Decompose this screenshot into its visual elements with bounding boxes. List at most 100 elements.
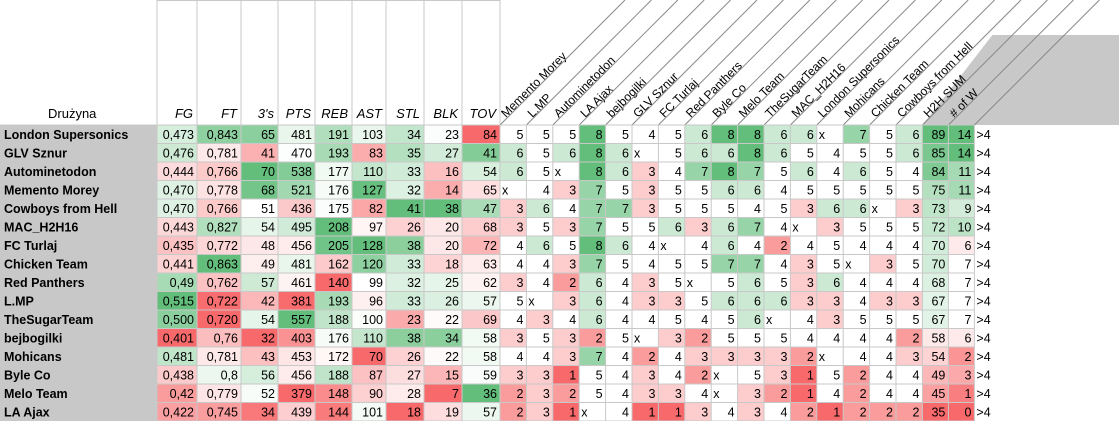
h2h-value: 1 bbox=[807, 369, 814, 383]
h2h-cell bbox=[896, 180, 923, 199]
wins-cell bbox=[948, 347, 975, 366]
sum-value: 89 bbox=[931, 128, 945, 142]
h2h-value: 4 bbox=[912, 387, 919, 401]
h2h-cell bbox=[764, 347, 791, 366]
table-body bbox=[0, 125, 975, 421]
h2h-cell bbox=[896, 125, 923, 144]
h2h-value: 6 bbox=[807, 165, 814, 179]
stat-cell bbox=[352, 402, 386, 421]
h2h-cell bbox=[684, 384, 712, 403]
stat-cell bbox=[424, 217, 462, 236]
stat-value: 461 bbox=[291, 276, 312, 290]
threshold-label: >4 bbox=[976, 332, 990, 346]
stat-value: 57 bbox=[483, 295, 497, 309]
stat-value: 0,500 bbox=[163, 313, 194, 327]
h2h-cell bbox=[790, 162, 817, 181]
h2h-cell bbox=[658, 125, 685, 144]
h2h-cell bbox=[552, 180, 580, 199]
sum-cell bbox=[922, 328, 949, 347]
table-row bbox=[0, 291, 975, 310]
stat-cell bbox=[157, 125, 197, 144]
stat-cell bbox=[197, 217, 241, 236]
table-row bbox=[0, 236, 975, 255]
sum-value: 35 bbox=[931, 406, 945, 420]
h2h-cell bbox=[684, 199, 712, 218]
stat-value: 43 bbox=[261, 350, 275, 364]
h2h-cell bbox=[711, 217, 738, 236]
h2h-cell bbox=[684, 365, 712, 384]
h2h-value: 7 bbox=[754, 165, 761, 179]
stat-cell bbox=[157, 199, 197, 218]
h2h-cell bbox=[526, 162, 553, 181]
h2h-value: 4 bbox=[780, 184, 787, 198]
stat-value: 191 bbox=[328, 128, 349, 142]
h2h-cell bbox=[764, 125, 791, 144]
h2h-cell bbox=[658, 384, 685, 403]
stat-cell bbox=[424, 384, 462, 403]
h2h-value: x bbox=[687, 276, 694, 290]
stat-value: 32 bbox=[407, 184, 421, 198]
h2h-value: 1 bbox=[807, 387, 814, 401]
h2h-cell bbox=[869, 291, 896, 310]
stat-cell bbox=[157, 180, 197, 199]
h2h-value: 5 bbox=[675, 147, 682, 161]
stat-cell bbox=[315, 199, 352, 218]
h2h-value: 2 bbox=[516, 387, 523, 401]
h2h-cell bbox=[605, 199, 632, 218]
stat-value: 110 bbox=[363, 332, 383, 346]
stat-header-3: PTS bbox=[286, 106, 312, 121]
h2h-value: 3 bbox=[648, 369, 655, 383]
stat-value: 403 bbox=[291, 332, 312, 346]
stat-cell bbox=[197, 291, 241, 310]
h2h-value: 6 bbox=[728, 184, 735, 198]
h2h-cell bbox=[579, 310, 606, 329]
h2h-value: x bbox=[634, 147, 641, 161]
wins-value: 10 bbox=[957, 221, 971, 235]
h2h-value: 8 bbox=[754, 147, 761, 161]
h2h-value: 7 bbox=[754, 221, 761, 235]
sum-cell bbox=[922, 365, 949, 384]
stat-value: 25 bbox=[445, 276, 459, 290]
h2h-cell bbox=[526, 384, 553, 403]
stat-cell bbox=[424, 365, 462, 384]
stat-value: 0,515 bbox=[163, 295, 194, 309]
h2h-cell bbox=[816, 217, 844, 236]
h2h-cell bbox=[579, 199, 606, 218]
h2h-cell bbox=[500, 217, 527, 236]
h2h-cell bbox=[816, 347, 844, 366]
stat-cell bbox=[315, 143, 352, 162]
h2h-value: 6 bbox=[516, 165, 523, 179]
wins-value: 6 bbox=[964, 239, 971, 253]
h2h-cell bbox=[684, 291, 712, 310]
stat-cell bbox=[278, 273, 315, 292]
stat-value: 52 bbox=[261, 387, 275, 401]
h2h-value: 4 bbox=[780, 406, 787, 420]
h2h-value: 2 bbox=[780, 387, 787, 401]
stat-cell bbox=[424, 402, 462, 421]
h2h-cell bbox=[579, 291, 606, 310]
h2h-cell bbox=[526, 310, 553, 329]
stat-cell bbox=[157, 328, 197, 347]
h2h-cell bbox=[684, 125, 712, 144]
stat-header-4: REB bbox=[321, 106, 348, 121]
h2h-cell bbox=[737, 291, 764, 310]
stat-value: 57 bbox=[261, 276, 275, 290]
stat-cell bbox=[157, 291, 197, 310]
stat-value: 538 bbox=[291, 165, 312, 179]
h2h-value: 3 bbox=[807, 202, 814, 216]
sum-cell bbox=[922, 384, 949, 403]
h2h-value: 4 bbox=[807, 332, 814, 346]
h2h-value: 8 bbox=[754, 128, 761, 142]
h2h-value: 2 bbox=[912, 406, 919, 420]
table-row bbox=[0, 162, 975, 181]
stat-cell bbox=[352, 365, 386, 384]
h2h-value: 5 bbox=[701, 295, 708, 309]
stat-value: 436 bbox=[291, 202, 312, 216]
h2h-cell bbox=[711, 236, 738, 255]
h2h-value: 5 bbox=[807, 184, 814, 198]
team-name: TheSugarTeam bbox=[4, 313, 93, 327]
h2h-cell bbox=[605, 328, 632, 347]
h2h-cell bbox=[579, 217, 606, 236]
h2h-value: 6 bbox=[728, 295, 735, 309]
h2h-value: 6 bbox=[701, 147, 708, 161]
